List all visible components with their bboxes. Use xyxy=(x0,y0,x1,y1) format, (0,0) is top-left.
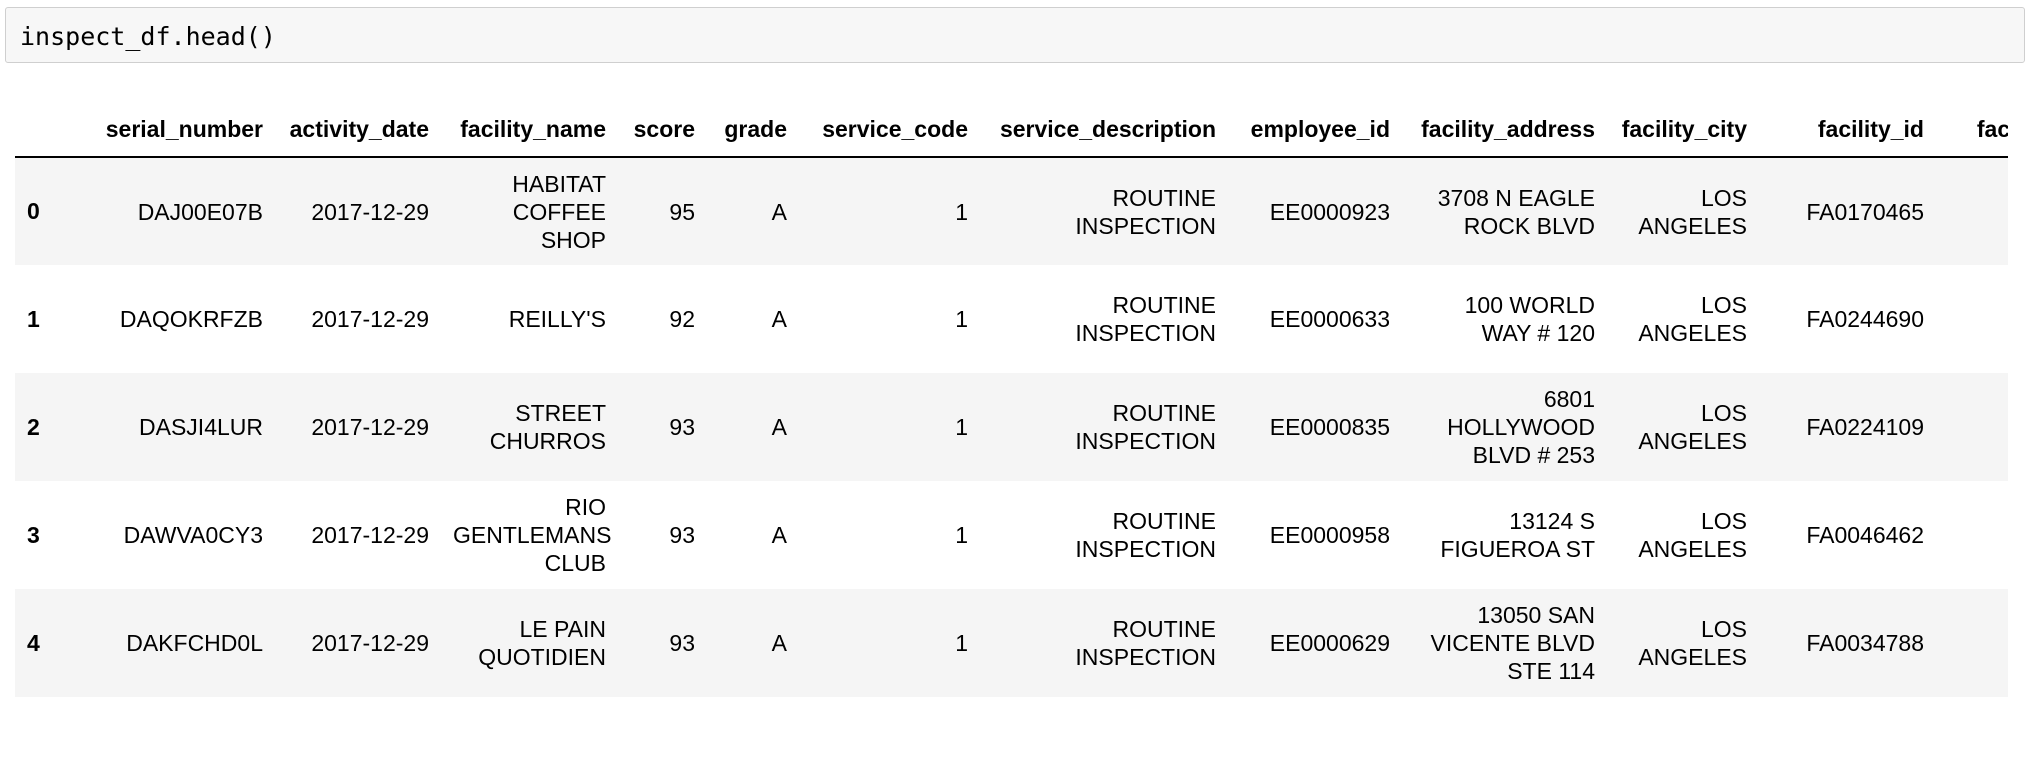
table-cell: A xyxy=(771,198,787,225)
table-cell: DAQOKRFZB xyxy=(119,306,263,332)
table-row: 1 DAQOKRFZB 2017-12-29 REILLY'S 92 A 1 ROUTINE … xyxy=(15,265,2008,373)
column-header: facility_name xyxy=(441,102,618,158)
table-cell: EE0000958 xyxy=(1269,522,1390,548)
table-cell: A xyxy=(771,306,787,332)
row-index: 3 xyxy=(27,521,40,548)
table-cell: LOS ANGELES xyxy=(1638,184,1747,239)
dataframe-table: serial_number activity_date facility_name s… xyxy=(15,102,2008,697)
table-cell: EE0000835 xyxy=(1269,414,1390,440)
table-cell: 1 xyxy=(955,306,968,332)
table-cell: REILLY'S xyxy=(508,306,606,332)
table-body: 0 DAJ00E07B 2017-12-29 HABITAT COFFEE SHOP 9… xyxy=(15,157,2008,697)
row-index: 4 xyxy=(27,629,40,656)
table-cell xyxy=(1936,373,2008,481)
table-cell: LOS ANGELES xyxy=(1638,508,1747,562)
table-cell: 6801 HOLLYWOOD BLVD # 253 xyxy=(1447,386,1595,468)
table-cell: 93 xyxy=(669,414,695,440)
dataframe-output: serial_number activity_date facility_name s… xyxy=(15,102,2008,756)
column-header: service_code xyxy=(799,102,980,158)
column-header: facility_id xyxy=(1759,102,1936,158)
table-cell: ROUTINE INSPECTION xyxy=(1075,184,1216,239)
table-row: 0 DAJ00E07B 2017-12-29 HABITAT COFFEE SHOP 9… xyxy=(15,157,2008,265)
code-text[interactable]: inspect_df.head() xyxy=(20,22,276,51)
table-cell xyxy=(1936,157,2008,265)
table-cell: 92 xyxy=(669,306,695,332)
table-cell: LOS ANGELES xyxy=(1638,616,1747,670)
table-cell: 13050 SAN VICENTE BLVD STE 114 xyxy=(1430,602,1595,684)
table-cell: EE0000629 xyxy=(1269,630,1390,656)
table-cell: DAJ00E07B xyxy=(137,198,263,225)
column-header: facility_city xyxy=(1607,102,1759,158)
table-cell: 93 xyxy=(669,630,695,656)
table-cell: LE PAIN QUOTIDIEN xyxy=(478,616,606,670)
table-cell: FA0170465 xyxy=(1806,198,1924,225)
table-row: 4 DAKFCHD0L 2017-12-29 LE PAIN QUOTIDIEN 93 A… xyxy=(15,589,2008,697)
header-row: serial_number activity_date facility_name s… xyxy=(15,102,2008,158)
column-header: activity_date xyxy=(275,102,441,158)
table-cell: 93 xyxy=(669,522,695,548)
table-cell: DAWVA0CY3 xyxy=(123,522,263,548)
table-cell: A xyxy=(771,630,787,656)
column-header: grade xyxy=(707,102,799,158)
column-header: facility_address xyxy=(1402,102,1607,158)
table-cell: 2017-12-29 xyxy=(311,306,429,332)
column-header: serial_number xyxy=(57,102,275,158)
table-cell: FA0244690 xyxy=(1806,306,1924,332)
table-cell: DASJI4LUR xyxy=(139,414,263,440)
table-cell: 1 xyxy=(955,522,968,548)
table-cell: EE0000633 xyxy=(1269,306,1390,332)
table-cell: 2017-12-29 xyxy=(311,630,429,656)
table-cell: 2017-12-29 xyxy=(311,414,429,440)
table-row: 2 DASJI4LUR 2017-12-29 STREET CHURROS 93 A 1 RO… xyxy=(15,373,2008,481)
table-cell: 1 xyxy=(955,630,968,656)
column-header: facility_st xyxy=(1936,102,2008,158)
table-cell xyxy=(1936,481,2008,589)
table-cell: 1 xyxy=(955,198,968,225)
row-index: 0 xyxy=(27,198,40,224)
table-cell: ROUTINE INSPECTION xyxy=(1075,400,1216,454)
table-cell xyxy=(1936,265,2008,373)
table-cell: 3708 N EAGLE ROCK BLVD xyxy=(1437,184,1595,239)
table-cell: DAKFCHD0L xyxy=(126,630,263,656)
table-cell: 2017-12-29 xyxy=(311,198,429,225)
table-cell xyxy=(1936,589,2008,697)
column-header: employee_id xyxy=(1228,102,1402,158)
table-cell: 95 xyxy=(669,198,695,225)
table-cell: 1 xyxy=(955,414,968,440)
row-index: 2 xyxy=(27,413,40,440)
column-header: service_description xyxy=(980,102,1228,158)
table-cell: STREET CHURROS xyxy=(489,400,606,454)
table-cell: LOS ANGELES xyxy=(1638,292,1747,346)
table-cell: ROUTINE INSPECTION xyxy=(1075,292,1216,346)
row-index: 1 xyxy=(27,305,40,332)
table-cell: LOS ANGELES xyxy=(1638,400,1747,454)
index-header xyxy=(15,102,57,158)
table-row: 3 DAWVA0CY3 2017-12-29 RIO GENTLEMANS CLUB 9… xyxy=(15,481,2008,589)
table-cell: HABITAT COFFEE SHOP xyxy=(512,170,606,253)
column-header: score xyxy=(618,102,707,158)
table-cell: RIO GENTLEMANS CLUB xyxy=(453,494,612,576)
code-input-cell[interactable]: inspect_df.head() xyxy=(5,7,2025,63)
table-cell: FA0224109 xyxy=(1806,414,1924,440)
table-cell: 2017-12-29 xyxy=(311,522,429,548)
table-cell: ROUTINE INSPECTION xyxy=(1075,616,1216,670)
table-cell: 100 WORLD WAY # 120 xyxy=(1464,292,1595,346)
table-cell: FA0046462 xyxy=(1806,522,1924,548)
table-cell: 13124 S FIGUEROA ST xyxy=(1440,508,1595,562)
table-cell: A xyxy=(771,522,787,548)
table-cell: FA0034788 xyxy=(1806,630,1924,656)
table-cell: ROUTINE INSPECTION xyxy=(1075,508,1216,562)
table-cell: A xyxy=(771,414,787,440)
table-cell: EE0000923 xyxy=(1269,198,1390,225)
